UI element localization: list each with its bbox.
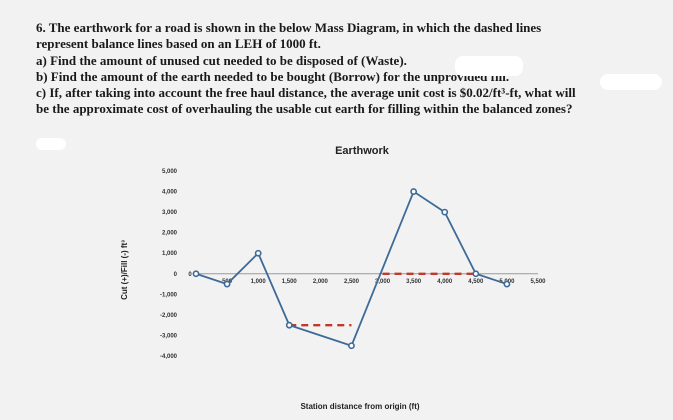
x-tick-label: 5,500 <box>530 279 546 285</box>
x-tick-label: 4,000 <box>437 279 453 285</box>
y-tick-label: 2,000 <box>162 231 178 237</box>
x-tick-label: 3,000 <box>375 279 391 285</box>
data-point <box>348 342 355 350</box>
y-tick-label: -1,000 <box>160 292 178 298</box>
redaction-blot-1 <box>455 56 523 76</box>
mass-curve <box>192 188 511 350</box>
y-axis-ticks: 5,000 4,000 3,000 2,000 1,000 0 -1,000 -2,000 -3… <box>160 169 178 360</box>
y-tick-label: -2,000 <box>160 313 178 319</box>
data-point <box>472 270 480 278</box>
x-tick-label: 2,500 <box>344 279 360 285</box>
data-point <box>441 208 449 216</box>
x-tick-label: 2,000 <box>313 279 329 285</box>
redaction-blot-3 <box>36 138 66 150</box>
y-tick-label: 1,000 <box>162 251 178 257</box>
x-axis-label: Station distance from origin (ft) <box>300 402 419 411</box>
x-tick-label: 1,500 <box>282 279 298 285</box>
data-point <box>285 321 293 329</box>
y-tick-label: 4,000 <box>162 190 178 196</box>
problem-part-c-1: c) If, after taking into account the fre… <box>36 85 576 101</box>
problem-text: 6. The earthwork for a road is shown in … <box>36 20 656 118</box>
data-point <box>503 280 511 288</box>
data-point <box>254 249 262 257</box>
y-tick-label: -3,000 <box>160 333 178 339</box>
data-point <box>192 270 200 278</box>
problem-line-1: 6. The earthwork for a road is shown in … <box>36 20 542 35</box>
problem-line-2: represent balance lines based on an LEH … <box>36 36 321 52</box>
y-axis-label: Cut (+)/Fill (-) ft³ <box>120 240 129 300</box>
data-point <box>223 280 231 288</box>
y-tick-label: 0 <box>174 272 178 278</box>
problem-part-c-2: be the approximate cost of overhauling t… <box>36 101 573 117</box>
x-tick-label: 3,500 <box>406 279 422 285</box>
problem-part-a: a) Find the amount of unused cut needed … <box>36 52 407 68</box>
x-tick-label: 1,000 <box>251 279 267 285</box>
problem-part-b: b) Find the amount of the earth needed t… <box>36 68 510 84</box>
y-tick-label: 5,000 <box>162 169 178 175</box>
data-point <box>410 188 418 195</box>
x-tick-label: 4,500 <box>468 279 484 285</box>
y-tick-label: -4,000 <box>160 354 178 360</box>
redaction-blot-2 <box>600 74 662 90</box>
y-tick-label: 3,000 <box>162 210 178 216</box>
balance-lines <box>289 272 476 327</box>
x-origin-label: 0 <box>188 272 192 278</box>
chart-title: Earthwork <box>335 145 390 157</box>
series-line <box>195 190 508 347</box>
